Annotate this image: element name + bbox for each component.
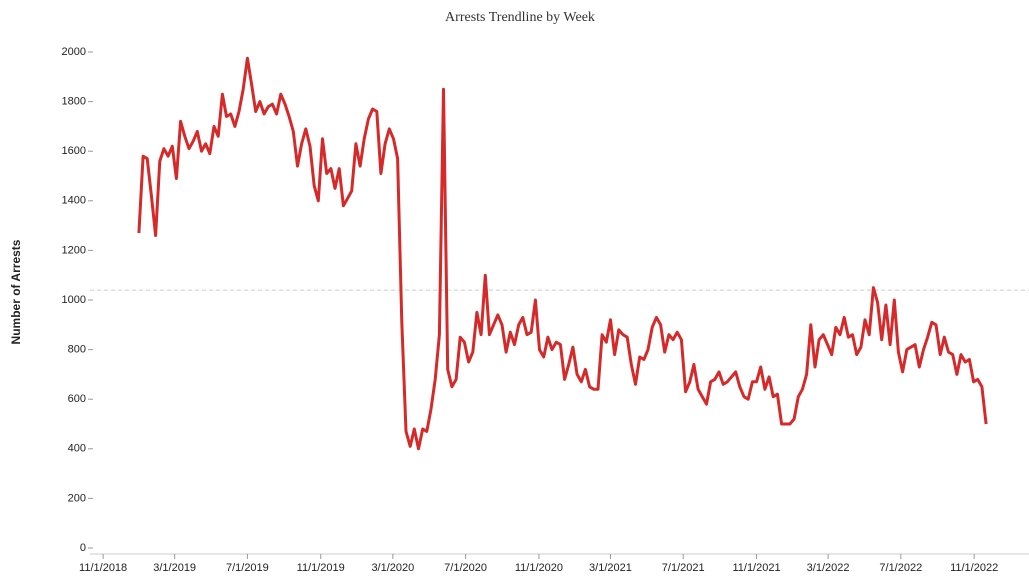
y-tick-label: 0: [80, 542, 86, 554]
y-tick-label: 1400: [62, 195, 86, 207]
x-tick-label: 3/1/2021: [589, 562, 632, 574]
y-tick-label: 1800: [62, 96, 86, 108]
y-tick-label: 1000: [62, 294, 86, 306]
x-tick-label: 7/1/2021: [662, 562, 705, 574]
y-axis-label: Number of Arrests: [9, 239, 23, 344]
x-tick-label: 7/1/2019: [226, 562, 269, 574]
x-tick-label: 3/1/2020: [371, 562, 414, 574]
y-tick-label: 200: [68, 492, 86, 504]
x-tick-label: 11/1/2020: [515, 562, 563, 574]
x-tick-label: 3/1/2019: [153, 562, 196, 574]
y-tick-label: 2000: [62, 46, 86, 58]
trend-line: [137, 56, 988, 451]
y-tick-label: 800: [68, 344, 86, 356]
x-tick-label: 7/1/2022: [879, 562, 922, 574]
x-tick-label: 11/1/2021: [732, 562, 780, 574]
y-tick-label: 1200: [62, 244, 86, 256]
x-tick-label: 3/1/2022: [807, 562, 850, 574]
x-tick-label: 11/1/2018: [79, 562, 127, 574]
y-tick-label: 1600: [62, 145, 86, 157]
x-tick-label: 11/1/2019: [297, 562, 345, 574]
x-tick-label: 11/1/2022: [950, 562, 998, 574]
y-tick-label: 600: [68, 393, 86, 405]
chart-title: Arrests Trendline by Week: [445, 10, 595, 25]
y-tick-label: 400: [68, 443, 86, 455]
x-tick-label: 7/1/2020: [444, 562, 487, 574]
